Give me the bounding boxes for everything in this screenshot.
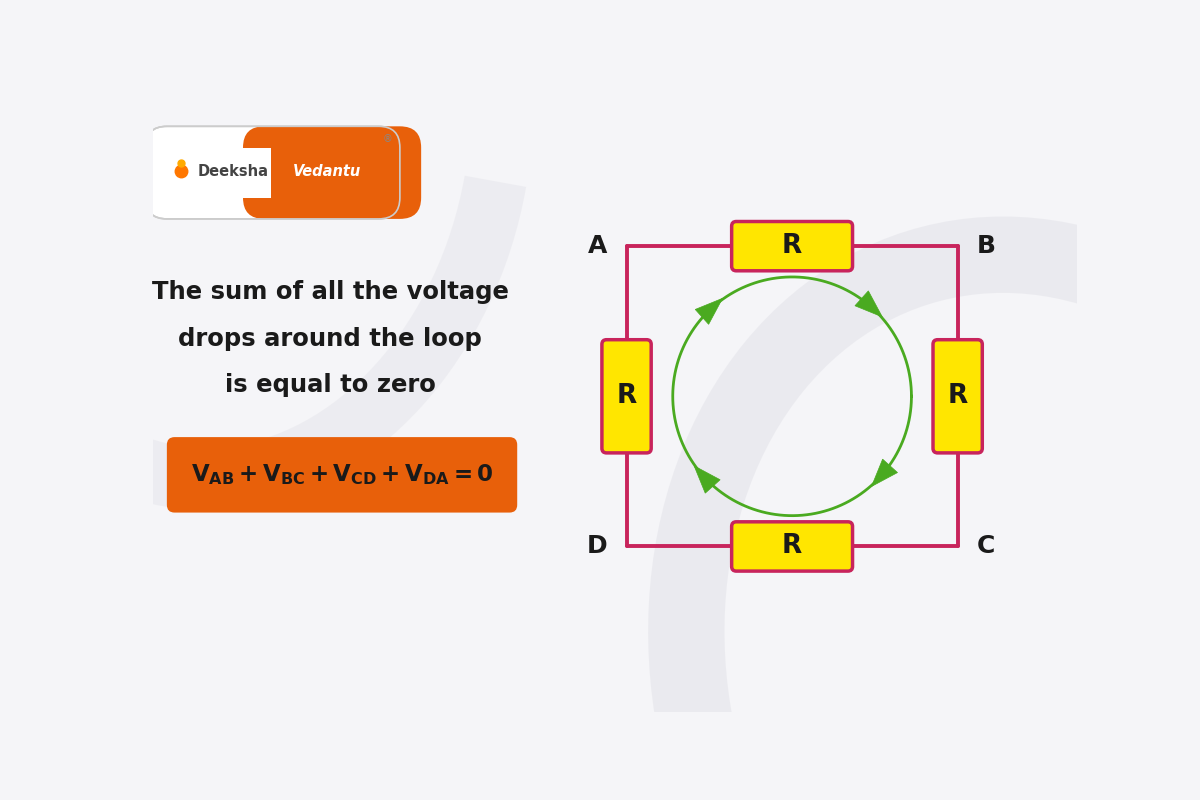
Text: drops around the loop: drops around the loop bbox=[178, 326, 482, 350]
Text: $\mathdefault{V_{AB} + V_{BC} + V_{CD} + V_{DA} = 0}$: $\mathdefault{V_{AB} + V_{BC} + V_{CD} +… bbox=[191, 462, 493, 487]
Text: D: D bbox=[587, 534, 607, 558]
Text: Deeksha: Deeksha bbox=[198, 164, 269, 179]
Text: R: R bbox=[948, 383, 967, 410]
Text: R: R bbox=[617, 383, 637, 410]
Polygon shape bbox=[695, 298, 722, 324]
Polygon shape bbox=[854, 291, 882, 317]
Text: The sum of all the voltage: The sum of all the voltage bbox=[151, 280, 509, 304]
Text: ®: ® bbox=[383, 134, 392, 145]
Text: B: B bbox=[977, 234, 996, 258]
Polygon shape bbox=[694, 466, 720, 493]
Text: R: R bbox=[782, 534, 803, 559]
Text: A: A bbox=[588, 234, 607, 258]
FancyBboxPatch shape bbox=[145, 126, 400, 219]
Text: C: C bbox=[977, 534, 995, 558]
FancyBboxPatch shape bbox=[242, 126, 421, 219]
Text: R: R bbox=[782, 233, 803, 259]
FancyBboxPatch shape bbox=[732, 222, 852, 270]
FancyBboxPatch shape bbox=[732, 522, 852, 571]
Text: is equal to zero: is equal to zero bbox=[224, 373, 436, 397]
Text: Vedantu: Vedantu bbox=[293, 164, 361, 179]
FancyBboxPatch shape bbox=[602, 340, 652, 453]
Bar bbox=[188, 147, 270, 198]
FancyBboxPatch shape bbox=[934, 340, 983, 453]
FancyBboxPatch shape bbox=[167, 437, 517, 513]
Polygon shape bbox=[871, 459, 898, 486]
